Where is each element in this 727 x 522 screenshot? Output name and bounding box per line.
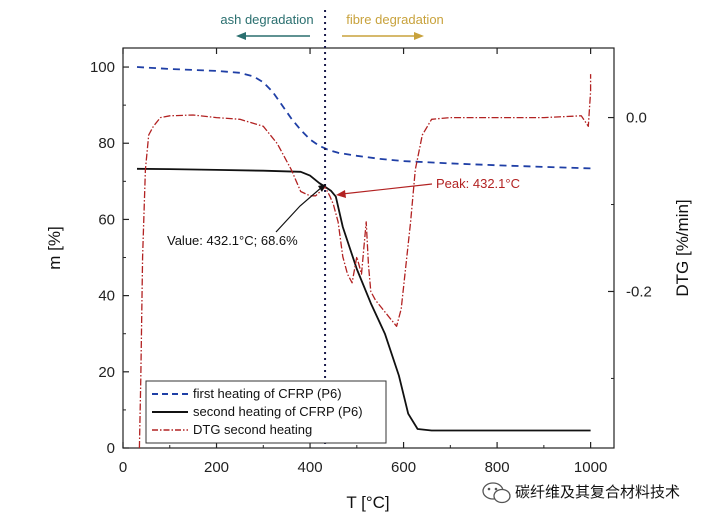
x-axis-title: T [°C] [346,493,389,512]
x-tick-label: 0 [119,459,127,476]
x-tick-label: 200 [204,459,229,476]
x-tick-label: 1000 [574,459,607,476]
wechat-icon [482,482,511,504]
series-layer [136,66,592,449]
legend-label-first: first heating of CFRP (P6) [193,386,342,401]
y-axis-right-title: DTG [%/min] [673,199,692,296]
y-axis-left-title: m [%] [45,226,64,269]
x-axis-ticks: 0 200 400 600 800 1000 [119,48,607,476]
legend: first heating of CFRP (P6) second heatin… [145,380,387,444]
y-left-tick-label: 80 [98,135,115,152]
ash-arrow [236,32,310,40]
peak-arrow [336,183,433,198]
y-left-tick-label: 40 [98,288,115,305]
y-right-tick-label: 0.0 [626,110,647,127]
plot-frame [122,47,615,449]
fibre-arrow [342,32,424,40]
y-right-tick-label: -0.2 [626,283,652,300]
watermark: 碳纤维及其复合材料技术 [482,482,680,504]
value-annotation: Value: 432.1°C; 68.6% [167,233,298,248]
ash-degradation-label: ash degradation [220,12,313,27]
value-arrow [275,184,326,233]
x-tick-label: 600 [391,459,416,476]
legend-label-second: second heating of CFRP (P6) [193,404,363,419]
watermark-text: 碳纤维及其复合材料技术 [515,483,680,501]
x-tick-label: 800 [485,459,510,476]
y-left-tick-label: 20 [98,364,115,381]
y-left-tick-label: 60 [98,211,115,228]
y-left-tick-label: 100 [90,59,115,76]
series-second-heating-line [136,167,591,432]
peak-annotation: Peak: 432.1°C [436,176,520,191]
series-dtg-line [138,74,592,449]
y-left-tick-label: 0 [107,440,115,457]
x-tick-label: 400 [298,459,323,476]
y-axis-left-ticks: 0 20 40 60 80 100 [90,59,129,457]
y-axis-right-ticks: 0.0 -0.2 [608,110,652,379]
fibre-degradation-label: fibre degradation [346,12,444,27]
legend-label-dtg: DTG second heating [193,422,312,437]
